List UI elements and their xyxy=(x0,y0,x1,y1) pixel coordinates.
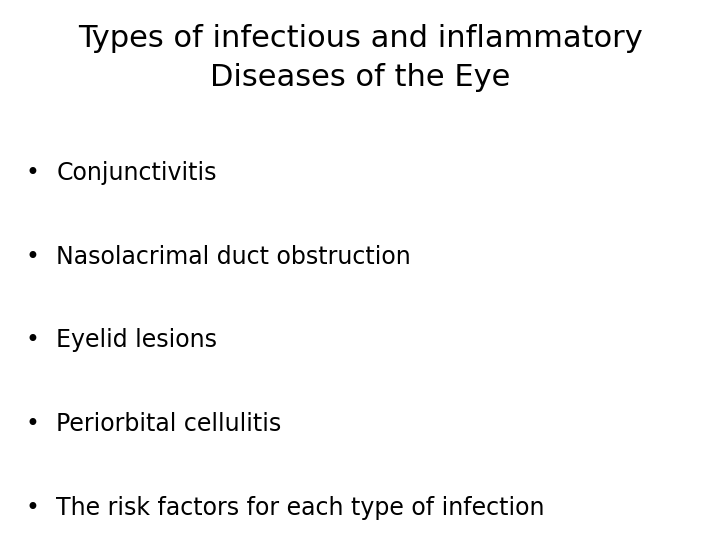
Text: •: • xyxy=(25,412,40,436)
Text: Types of infectious and inflammatory
Diseases of the Eye: Types of infectious and inflammatory Dis… xyxy=(78,24,642,91)
Text: Nasolacrimal duct obstruction: Nasolacrimal duct obstruction xyxy=(56,245,411,268)
Text: •: • xyxy=(25,245,40,268)
Text: Conjunctivitis: Conjunctivitis xyxy=(56,161,217,185)
Text: Periorbital cellulitis: Periorbital cellulitis xyxy=(56,412,282,436)
Text: •: • xyxy=(25,161,40,185)
Text: Eyelid lesions: Eyelid lesions xyxy=(56,328,217,352)
Text: •: • xyxy=(25,496,40,519)
Text: •: • xyxy=(25,328,40,352)
Text: The risk factors for each type of infection: The risk factors for each type of infect… xyxy=(56,496,544,519)
